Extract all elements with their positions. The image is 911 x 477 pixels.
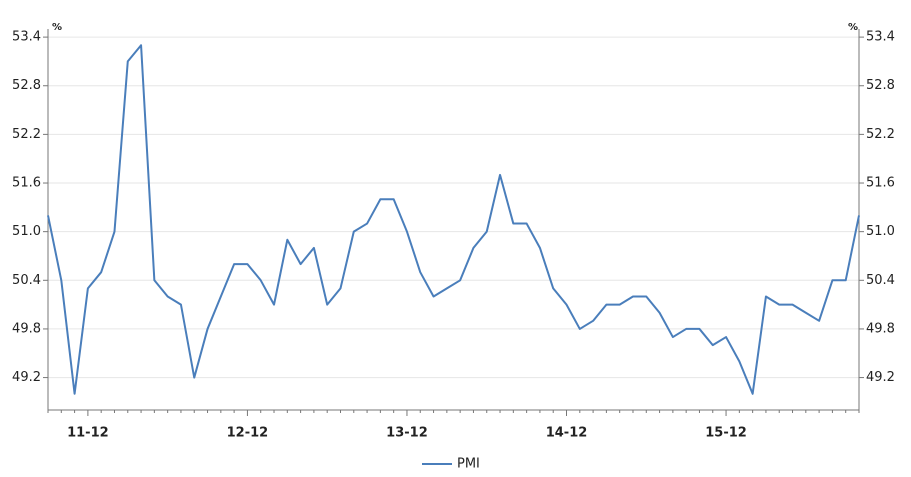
y-unit-left: % bbox=[52, 22, 62, 33]
y-tick-label: 52.8 bbox=[12, 78, 41, 93]
y-tick-label: 52.2 bbox=[12, 127, 41, 142]
x-tick-label: 13-12 bbox=[386, 426, 428, 441]
x-tick-label: 14-12 bbox=[546, 426, 588, 441]
x-tick-label: 15-12 bbox=[705, 426, 747, 441]
y-tick-label: 49.2 bbox=[12, 370, 41, 385]
y2-tick-label: 49.2 bbox=[866, 370, 895, 385]
x-tick-label: 12-12 bbox=[227, 426, 269, 441]
y2-tick-label: 51.6 bbox=[866, 176, 895, 191]
line-series bbox=[47, 44, 860, 395]
y-tick-label: 51.6 bbox=[12, 176, 41, 191]
legend-label: PMI bbox=[457, 457, 480, 472]
y-tick-label: 51.0 bbox=[12, 224, 41, 239]
y2-tick-label: 52.2 bbox=[866, 127, 895, 142]
y2-tick-label: 53.4 bbox=[866, 30, 895, 45]
y2-tick-label: 49.8 bbox=[866, 321, 895, 336]
y2-tick-label: 52.8 bbox=[866, 78, 895, 93]
y2-tick-label: 51.0 bbox=[866, 224, 895, 239]
y-tick-label: 49.8 bbox=[12, 321, 41, 336]
y-tick-label: 50.4 bbox=[12, 273, 41, 288]
y2-tick-label: 50.4 bbox=[866, 273, 895, 288]
y-unit-right: % bbox=[848, 22, 858, 33]
x-tick-label: 11-12 bbox=[67, 426, 109, 441]
y-tick-label: 53.4 bbox=[12, 30, 41, 45]
